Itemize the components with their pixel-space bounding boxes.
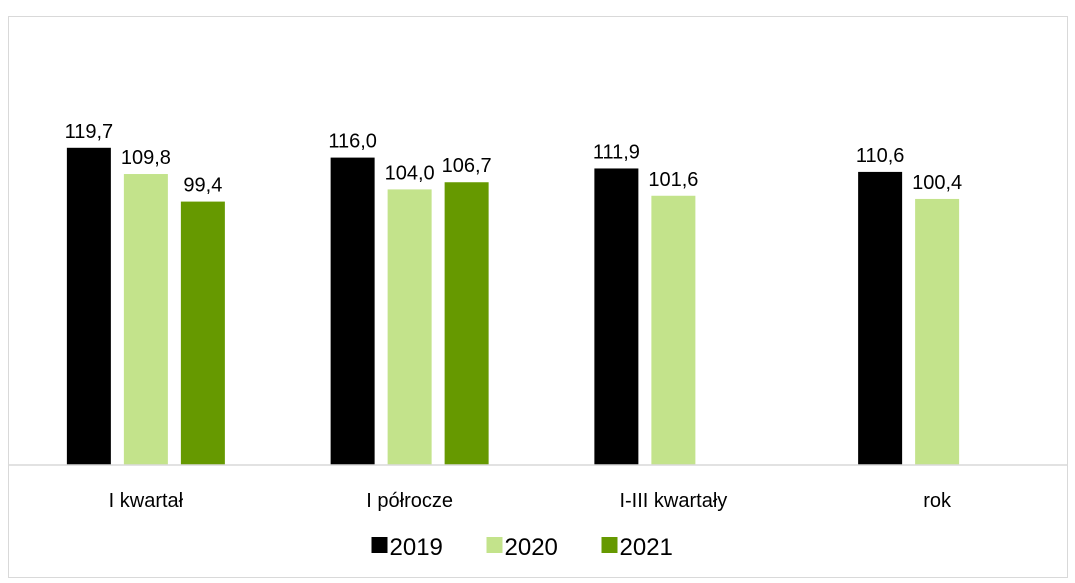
bar-2020-3 <box>915 198 960 465</box>
legend-label-2020: 2020 <box>505 534 558 561</box>
legend-swatch-2019 <box>371 537 388 553</box>
bar-2019-1 <box>330 157 375 465</box>
x-tick-label-2: I-III kwartały <box>619 490 727 512</box>
bar-2019-0 <box>66 147 111 466</box>
data-label-2019-3: 110,6 <box>856 145 905 167</box>
bars-group <box>66 147 960 466</box>
data-label-2019-1: 116,0 <box>328 131 377 153</box>
data-label-2019-0: 119,7 <box>65 121 114 143</box>
data-label-2020-2: 101,6 <box>648 169 698 191</box>
data-label-2020-3: 100,4 <box>912 172 962 194</box>
legend-swatch-2021 <box>601 537 618 553</box>
legend-swatch-2020 <box>486 537 503 553</box>
bar-chart: 119,7 109,8 99,4 116,0 104,0 106,7 111,9 101,6 1… <box>9 121 1067 561</box>
bar-2020-1 <box>387 189 432 465</box>
data-label-2021-0: 99,4 <box>183 175 222 197</box>
bar-2021-1 <box>444 182 489 465</box>
legend: 2019 2020 2021 <box>371 534 673 561</box>
bar-2019-2 <box>594 168 639 465</box>
data-labels-group: 119,7 109,8 99,4 116,0 104,0 106,7 111,9 101,6 1… <box>65 121 963 197</box>
data-label-2020-1: 104,0 <box>385 162 435 184</box>
bar-2021-0 <box>180 201 225 465</box>
legend-label-2021: 2021 <box>620 534 673 561</box>
chart-frame: 119,7 109,8 99,4 116,0 104,0 106,7 111,9 101,6 1… <box>8 16 1068 578</box>
x-tick-labels-group: I kwartał I półrocze I-III kwartały rok <box>109 490 952 512</box>
data-label-2021-1: 106,7 <box>442 155 492 177</box>
bar-2020-0 <box>123 174 168 465</box>
data-label-2019-2: 111,9 <box>593 141 640 163</box>
bar-2020-2 <box>651 195 696 465</box>
x-tick-label-3: rok <box>923 490 952 512</box>
x-tick-label-1: I półrocze <box>366 490 453 512</box>
bar-2019-3 <box>858 171 903 465</box>
x-tick-label-0: I kwartał <box>109 490 184 512</box>
legend-label-2019: 2019 <box>390 534 443 561</box>
data-label-2020-0: 109,8 <box>121 147 171 169</box>
